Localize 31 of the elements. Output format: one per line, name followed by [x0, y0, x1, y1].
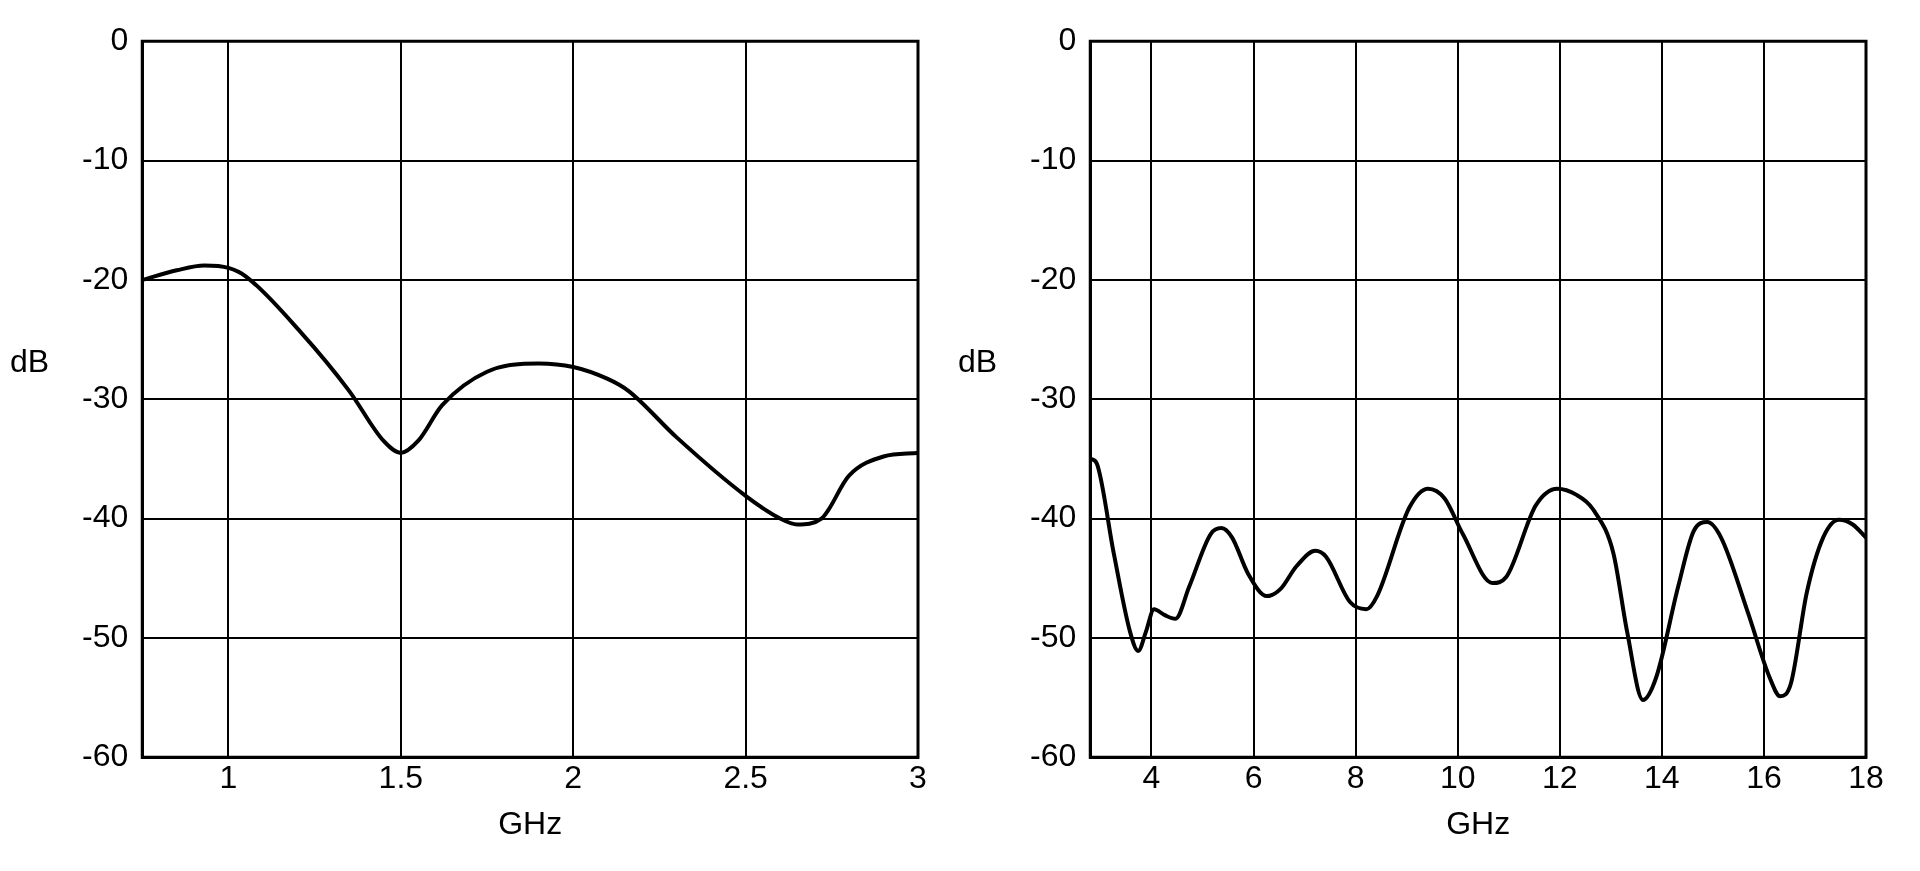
- y-tick-label: -20: [82, 259, 129, 296]
- y-tick-label: -30: [82, 379, 129, 416]
- y-tick-label: -30: [1030, 379, 1077, 416]
- x-tick-label: 14: [1644, 759, 1680, 796]
- x-tick-label: 2.5: [723, 759, 768, 796]
- y-tick-label: -60: [1030, 737, 1077, 774]
- x-tick-label: 1.5: [378, 759, 424, 796]
- y-tick-label: -10: [1030, 140, 1077, 177]
- x-tick-label: 3: [909, 759, 927, 796]
- x-tick-label: 6: [1244, 759, 1263, 796]
- x-tick-label: 1: [219, 759, 238, 796]
- y-axis-title: dB: [958, 343, 998, 380]
- y-tick-label: 0: [1058, 21, 1077, 58]
- y-tick-label: -50: [82, 617, 129, 654]
- y-tick-label: 0: [110, 21, 129, 58]
- x-tick-label: 16: [1746, 759, 1782, 796]
- y-tick-label: -40: [1030, 498, 1077, 535]
- x-tick-label: 4: [1142, 759, 1161, 796]
- y-axis-title: dB: [10, 343, 50, 380]
- y-tick-label: -50: [1030, 617, 1077, 654]
- x-axis-title: GHz: [498, 804, 563, 841]
- x-tick-label: 8: [1346, 759, 1365, 796]
- x-tick-label: 18: [1848, 759, 1884, 796]
- y-tick-label: -10: [82, 140, 129, 177]
- y-tick-label: -40: [82, 498, 129, 535]
- y-tick-label: -60: [82, 737, 129, 774]
- x-tick-label: 12: [1541, 759, 1578, 796]
- x-axis-title: GHz: [1446, 804, 1511, 841]
- x-tick-label: 2: [564, 759, 583, 796]
- x-tick-label: 10: [1439, 759, 1476, 796]
- y-tick-label: -20: [1030, 259, 1077, 296]
